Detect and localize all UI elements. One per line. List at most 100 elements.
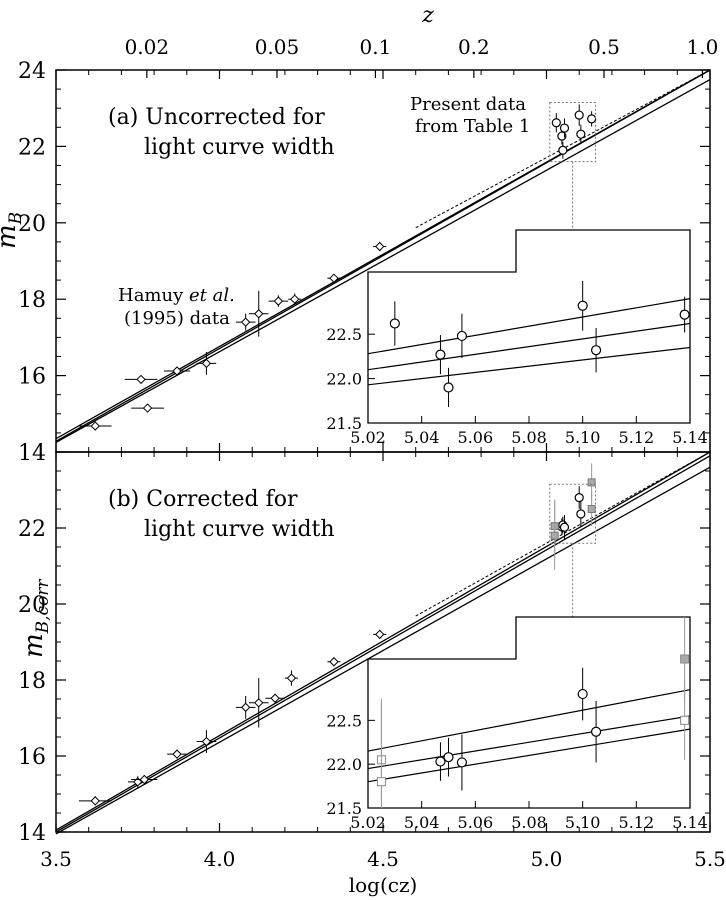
present-point [574, 493, 584, 503]
present-point [559, 522, 570, 532]
gray-point [587, 478, 596, 487]
inset-y-tick-label: 21.5 [326, 799, 362, 818]
inset-present-point [389, 318, 400, 329]
fit-line-middle [55, 455, 711, 833]
x-tick-label: 5.5 [694, 847, 726, 871]
hamuy-point [290, 294, 300, 304]
hamuy-point [201, 736, 212, 747]
top-axis-label: z [421, 3, 434, 28]
inset-frame [367, 616, 691, 809]
inset-x-tick-label: 5.12 [619, 428, 655, 447]
hamuy-label-line2: (1995) data [124, 308, 230, 329]
inset-y-tick-label: 21.5 [326, 414, 362, 433]
inset-x-tick-label: 5.14 [672, 428, 708, 447]
x-tick-label: 4.5 [367, 847, 399, 871]
hamuy-point [172, 366, 182, 376]
inset-y-tick-label: 22.5 [326, 711, 362, 730]
inset-gray-point [680, 715, 690, 725]
inset-gray-point [376, 777, 386, 787]
panel-b: 14 16 18 20 22 mB,corr (b) Corrected for lig… [18, 451, 711, 846]
inset-fit-line [367, 715, 691, 770]
hamuy-point [240, 317, 251, 327]
inset-gray-point [680, 654, 690, 664]
inset-fit-line [367, 322, 691, 371]
hamuy-point [286, 673, 297, 683]
z-tick-label: 0.05 [255, 35, 300, 59]
inset-x-tick-label: 5.02 [350, 428, 386, 447]
inset-y-tick-label: 22.5 [326, 325, 362, 344]
x-axis: 3.5 4.0 4.5 5.0 5.5 [40, 70, 726, 871]
y-tick-label: 22 [18, 517, 46, 542]
inset-present-point [590, 345, 602, 356]
fit-line-lower [55, 466, 711, 835]
hamuy-point [142, 403, 153, 413]
hamuy-point [270, 693, 280, 703]
panel-b-fit-lines [55, 451, 711, 835]
inset-present-point [679, 309, 690, 320]
inset-x-tick-label: 5.06 [458, 813, 494, 832]
inset-x-tick-label: 5.14 [672, 813, 708, 832]
hamuy-point [375, 241, 385, 252]
fit-line-lower [55, 78, 711, 444]
present-point [574, 110, 584, 120]
x-tick-label: 3.5 [40, 847, 72, 871]
y-tick-label: 20 [18, 593, 46, 618]
panel-a-title-line2: light curve width [144, 135, 335, 160]
y-tick-label: 14 [18, 821, 46, 846]
hamuy-point [375, 629, 385, 640]
gray-point [550, 531, 559, 540]
y-tick-label: 20 [18, 212, 46, 237]
inset-present-point [456, 330, 468, 342]
present-point [558, 145, 568, 155]
z-tick-label: 0.2 [458, 35, 490, 59]
inset-fit-line [367, 689, 691, 752]
inset-x-tick-label: 5.02 [350, 813, 386, 832]
panel-a-y-axis: 14 16 18 20 22 24 [18, 59, 710, 466]
panel-b-y-axis: 14 16 18 20 22 [18, 470, 710, 846]
panel-a: 14 16 18 20 22 24 mB (a) Uncorrected for ligh… [0, 59, 711, 466]
hamuy-point [329, 657, 339, 667]
inset-fit-line [367, 346, 691, 386]
present-point [587, 114, 597, 124]
panel-b-title-line1: (b) Corrected for [108, 487, 298, 512]
panel-b-ylabel: mB,corr [19, 579, 53, 658]
inset-y-tick-label: 22.0 [326, 755, 362, 774]
hamuy-point [201, 358, 212, 369]
y-tick-label: 18 [18, 669, 46, 694]
inset-x-tick-label: 5.10 [565, 428, 601, 447]
y-tick-label: 16 [18, 365, 46, 390]
z-tick-label: 0.1 [360, 35, 392, 59]
hamuy-point [90, 796, 100, 806]
hamuy-point [90, 421, 100, 431]
present-label-line1: Present data [410, 94, 526, 115]
present-point [576, 509, 586, 519]
hamuy-point [240, 702, 251, 713]
inset-present-point [577, 688, 588, 700]
z-tick-label: 1.0 [687, 35, 719, 59]
hamuy-point [273, 296, 284, 306]
inset-x-tick-label: 5.08 [511, 428, 547, 447]
x-tick-label: 4.0 [204, 847, 236, 871]
inset-present-point [456, 757, 468, 768]
inset-present-point [443, 382, 454, 393]
panel-a-inset: 5.02 5.04 5.06 5.08 5.10 5.12 5.14 21.5 22.0 22.5 [326, 161, 708, 447]
fit-line-upper [55, 451, 711, 831]
present-point [559, 123, 570, 133]
x-axis-label: log(cz) [349, 873, 418, 897]
fit-line-middle [55, 69, 711, 442]
present-point [557, 131, 567, 141]
hamuy-point [254, 309, 264, 319]
panel-a-title-line1: (a) Uncorrected for [108, 105, 325, 130]
fit-line-dashed [415, 451, 711, 617]
hamuy-point [254, 698, 264, 708]
panel-b-inset: 5.02 5.04 5.06 5.08 5.10 5.12 5.14 21.5 22.0 22.5 [326, 543, 708, 832]
hamuy-point [329, 273, 339, 283]
panel-b-points [78, 463, 597, 806]
inset-x-tick-label: 5.12 [619, 813, 655, 832]
inset-present-point [443, 752, 454, 763]
gray-point [587, 505, 596, 513]
present-point [576, 129, 586, 139]
inset-present-point [577, 300, 588, 311]
y-tick-label: 24 [18, 59, 46, 84]
present-label-line2: from Table 1 [415, 116, 530, 137]
